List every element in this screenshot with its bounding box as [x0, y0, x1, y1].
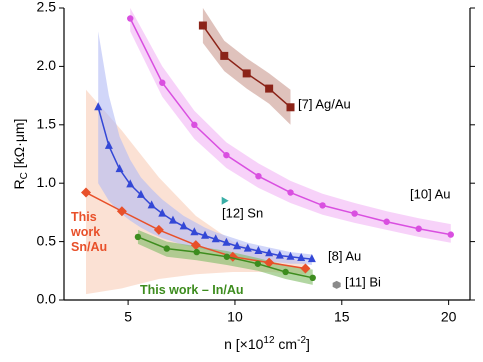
- x-tick-label: 15: [334, 309, 350, 325]
- marker: [201, 230, 210, 239]
- marker: [243, 243, 252, 252]
- marker: [265, 248, 274, 257]
- marker: [254, 245, 263, 254]
- marker: [233, 241, 242, 250]
- marker: [287, 189, 294, 196]
- marker: [127, 15, 134, 22]
- y-label-rest: [kΩ·μm]: [11, 119, 27, 173]
- series-label: [10] Au: [410, 186, 450, 201]
- marker: [275, 250, 284, 259]
- marker: [94, 102, 103, 111]
- marker: [309, 274, 316, 282]
- marker: [286, 103, 295, 112]
- marker: [179, 221, 188, 230]
- marker: [254, 260, 262, 267]
- marker: [255, 172, 262, 180]
- series-label: This work Sn/Au: [71, 210, 108, 254]
- series-label: [12] Sn: [222, 205, 263, 220]
- marker: [222, 237, 231, 246]
- marker: [297, 252, 306, 261]
- series-label: [8] Au: [328, 248, 361, 263]
- x-label-end: ]: [306, 336, 310, 352]
- marker: [332, 280, 341, 289]
- marker: [282, 268, 289, 276]
- marker: [126, 179, 135, 188]
- y-tick-label: 0.5: [37, 232, 57, 248]
- marker: [153, 224, 164, 235]
- marker: [116, 206, 127, 217]
- marker: [163, 245, 170, 252]
- y-label-main: R: [11, 179, 27, 189]
- marker: [264, 257, 275, 268]
- marker: [351, 210, 358, 217]
- x-label-sup2: -2: [297, 335, 306, 346]
- x-tick-label: 20: [441, 309, 457, 325]
- y-tick-label: 0.0: [37, 291, 57, 307]
- y-tick-label: 1.0: [37, 174, 57, 190]
- marker: [242, 69, 251, 78]
- y-axis-label: RC [kΩ·μm]: [11, 119, 30, 190]
- marker: [220, 51, 229, 60]
- x-tick-label: 10: [227, 309, 243, 325]
- x-tick-label: 5: [124, 309, 132, 325]
- marker: [134, 233, 142, 241]
- marker: [319, 202, 326, 209]
- marker: [115, 164, 124, 173]
- marker: [300, 263, 311, 274]
- marker: [223, 253, 231, 260]
- x-label-main: n [×10: [224, 336, 264, 352]
- marker: [190, 227, 199, 236]
- x-axis-label: n [×1012 cm-2]: [224, 335, 310, 352]
- series-label: [7] Ag/Au: [298, 96, 351, 111]
- marker: [191, 121, 198, 128]
- series-label: [11] Bi: [345, 274, 381, 289]
- marker: [223, 151, 230, 159]
- marker: [136, 189, 145, 198]
- y-tick-label: 2.0: [37, 57, 57, 73]
- marker: [193, 248, 200, 256]
- marker: [447, 231, 454, 238]
- marker: [415, 225, 422, 232]
- marker: [147, 200, 156, 209]
- marker: [198, 21, 207, 30]
- marker: [158, 208, 167, 217]
- marker: [265, 84, 274, 93]
- marker: [383, 218, 390, 225]
- marker: [307, 254, 316, 263]
- plot: [81, 8, 454, 295]
- y-label-sub: C: [19, 172, 30, 179]
- marker: [81, 187, 92, 198]
- y-tick-label: 1.5: [37, 116, 57, 132]
- y-tick-label: 2.5: [37, 0, 57, 15]
- marker: [159, 79, 166, 86]
- marker: [286, 251, 295, 260]
- marker: [168, 215, 177, 224]
- marker: [221, 196, 229, 205]
- marker: [104, 140, 113, 149]
- marker: [211, 234, 220, 243]
- series-label: This work – In/Au: [140, 283, 244, 297]
- x-label-sup: 12: [263, 335, 275, 346]
- marker: [190, 240, 201, 251]
- x-label-mid: cm: [275, 336, 298, 352]
- error-band: [202, 8, 291, 125]
